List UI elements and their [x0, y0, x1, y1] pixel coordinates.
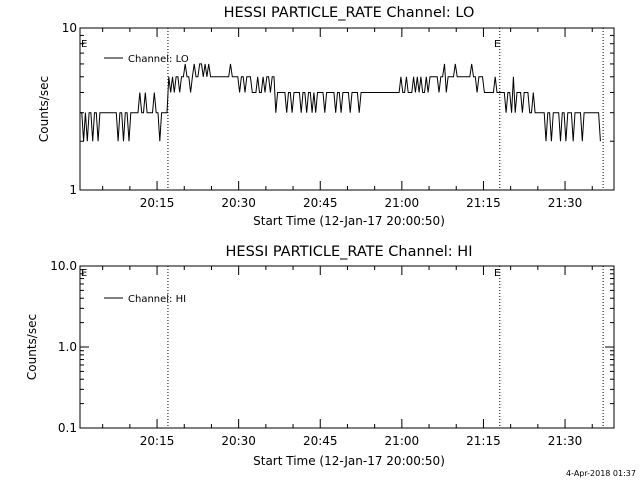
- chart-hi-x-tick-label: 20:30: [221, 434, 256, 448]
- chart-hi-x-tick-label: 21:15: [466, 434, 501, 448]
- chart-hi: HESSI PARTICLE_RATE Channel: HI 20:15 20:…: [25, 244, 615, 468]
- chart-hi-x-tick-label: 20:15: [140, 434, 175, 448]
- chart-lo-event-label-e-start: E: [81, 39, 87, 50]
- chart-lo-x-axis-label: Start Time (12-Jan-17 20:00:50): [253, 214, 445, 228]
- chart-lo-x-tick-label: 21:00: [385, 196, 420, 210]
- chart-hi-y-tick-label: 10.0: [50, 259, 77, 273]
- chart-lo-x-tick-label: 20:45: [303, 196, 338, 210]
- chart-hi-event-label-e-end: E: [494, 268, 500, 279]
- chart-hi-y-tick-label: 1.0: [58, 340, 77, 354]
- chart-lo-x-ticks: 20:15 20:30 20:45 21:00 21:15 21:30: [102, 28, 593, 210]
- chart-lo-x-tick-label: 21:30: [548, 196, 583, 210]
- chart-lo-y-ticks: 1 10: [62, 21, 614, 197]
- chart-lo-title: HESSI PARTICLE_RATE Channel: LO: [224, 5, 475, 21]
- chart-lo-y-axis-label: Counts/sec: [37, 76, 51, 142]
- chart-lo-y-tick-label: 1: [69, 183, 77, 197]
- chart-lo-event-lines: [167, 28, 604, 190]
- chart-lo-legend-label: Channel: LO: [128, 54, 189, 65]
- chart-lo-x-tick-label: 20:15: [140, 196, 175, 210]
- chart-hi-x-tick-label: 21:30: [548, 434, 583, 448]
- chart-lo-x-tick-label: 20:30: [221, 196, 256, 210]
- chart-lo-y-tick-label: 10: [62, 21, 77, 35]
- chart-hi-legend-label: Channel: HI: [128, 294, 186, 305]
- chart-hi-x-axis-label: Start Time (12-Jan-17 20:00:50): [253, 454, 445, 468]
- chart-hi-y-ticks: 0.1 1.0 10.0: [50, 259, 614, 435]
- chart-lo-event-label-e-end: E: [494, 39, 500, 50]
- chart-lo-series: [80, 63, 601, 142]
- chart-hi-title: HESSI PARTICLE_RATE Channel: HI: [226, 244, 473, 260]
- chart-hi-y-axis-label: Counts/sec: [25, 314, 39, 380]
- chart-hi-event-lines: [167, 266, 604, 428]
- chart-hi-event-label-e-start: E: [81, 268, 87, 279]
- chart-hi-x-tick-label: 20:45: [303, 434, 338, 448]
- chart-lo-x-tick-label: 21:15: [466, 196, 501, 210]
- chart-hi-y-tick-label: 0.1: [58, 421, 77, 435]
- chart-lo-series-line: [80, 63, 601, 142]
- chart-hi-x-ticks: 20:15 20:30 20:45 21:00 21:15 21:30: [102, 266, 593, 448]
- chart-lo: HESSI PARTICLE_RATE Channel: LO 20:15 20:…: [37, 5, 615, 228]
- chart-hi-x-tick-label: 21:00: [385, 434, 420, 448]
- timestamp-label: 4-Apr-2018 01:37: [566, 469, 636, 478]
